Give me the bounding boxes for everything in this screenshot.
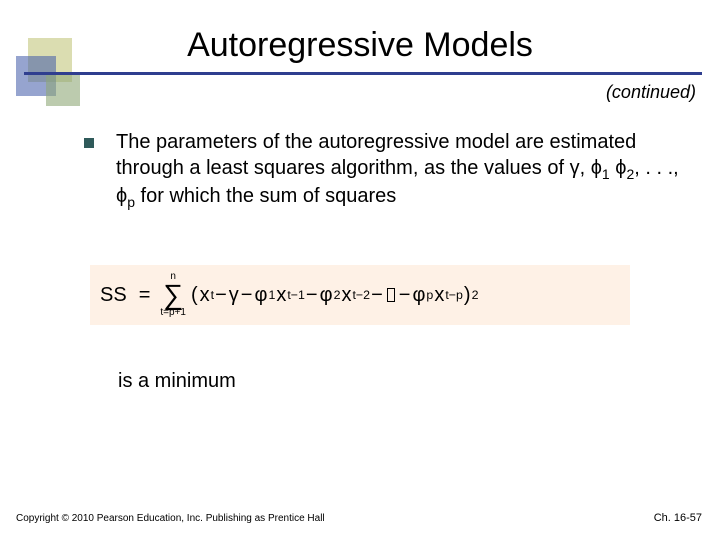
is-minimum: is a minimum	[118, 370, 236, 393]
gamma: γ	[570, 157, 580, 179]
m4: −	[371, 284, 383, 307]
phi2: ϕ	[615, 157, 626, 179]
sigma-icon: ∑	[163, 282, 183, 307]
xt-t: t	[211, 288, 214, 302]
footer-chapter: Ch. 16-57	[654, 512, 702, 524]
x2s: t−2	[352, 288, 370, 302]
phip: ϕ	[116, 185, 127, 207]
phi1: ϕ	[591, 157, 602, 179]
slide: Autoregressive Models (continued) The pa…	[0, 0, 720, 540]
bullet-item: The parameters of the autoregressive mod…	[84, 130, 680, 211]
title-rule	[24, 72, 702, 75]
para-1: The parameters of the autoregressive mod…	[116, 131, 636, 179]
xp: x	[434, 284, 444, 307]
continued-label: (continued)	[606, 82, 696, 103]
slide-title: Autoregressive Models	[0, 26, 720, 65]
sub1: 1	[602, 166, 610, 182]
lpar: (	[191, 284, 198, 307]
para-2: for which the sum of squares	[135, 185, 396, 207]
x1s: t−1	[287, 288, 305, 302]
sep3: , . . .,	[634, 157, 678, 179]
phi1s: 1	[268, 288, 275, 302]
sigma-bot: t=p+1	[160, 308, 186, 318]
gamma2: γ	[229, 284, 239, 307]
m2: −	[241, 284, 253, 307]
sep1: ,	[580, 157, 591, 179]
ellipsis-icon	[387, 288, 395, 302]
phi1b: φ	[254, 284, 267, 307]
x2: x	[341, 284, 351, 307]
bullet-text: The parameters of the autoregressive mod…	[116, 130, 680, 211]
body: The parameters of the autoregressive mod…	[84, 130, 680, 211]
subp: p	[127, 194, 135, 210]
rpar: )	[464, 284, 471, 307]
footer-copyright: Copyright © 2010 Pearson Education, Inc.…	[16, 513, 325, 524]
phi2b: φ	[320, 284, 333, 307]
phips: p	[426, 288, 433, 302]
phi2s: 2	[334, 288, 341, 302]
formula: SS = n ∑ t=p+1 ( xt − γ − φ1xt−1 − φ2xt−…	[100, 272, 478, 317]
f-ss: SS	[100, 284, 127, 307]
formula-box: SS = n ∑ t=p+1 ( xt − γ − φ1xt−1 − φ2xt−…	[90, 265, 630, 325]
m1: −	[215, 284, 227, 307]
decor-square-3	[46, 72, 80, 106]
x1: x	[276, 284, 286, 307]
f-eq: =	[139, 284, 151, 307]
sq: 2	[472, 288, 479, 302]
bullet-icon	[84, 138, 94, 148]
m5: −	[399, 284, 411, 307]
m3: −	[306, 284, 318, 307]
phipb: φ	[412, 284, 425, 307]
xt-x: x	[200, 284, 210, 307]
sigma-block: n ∑ t=p+1	[160, 272, 186, 317]
xps: t−p	[445, 288, 463, 302]
